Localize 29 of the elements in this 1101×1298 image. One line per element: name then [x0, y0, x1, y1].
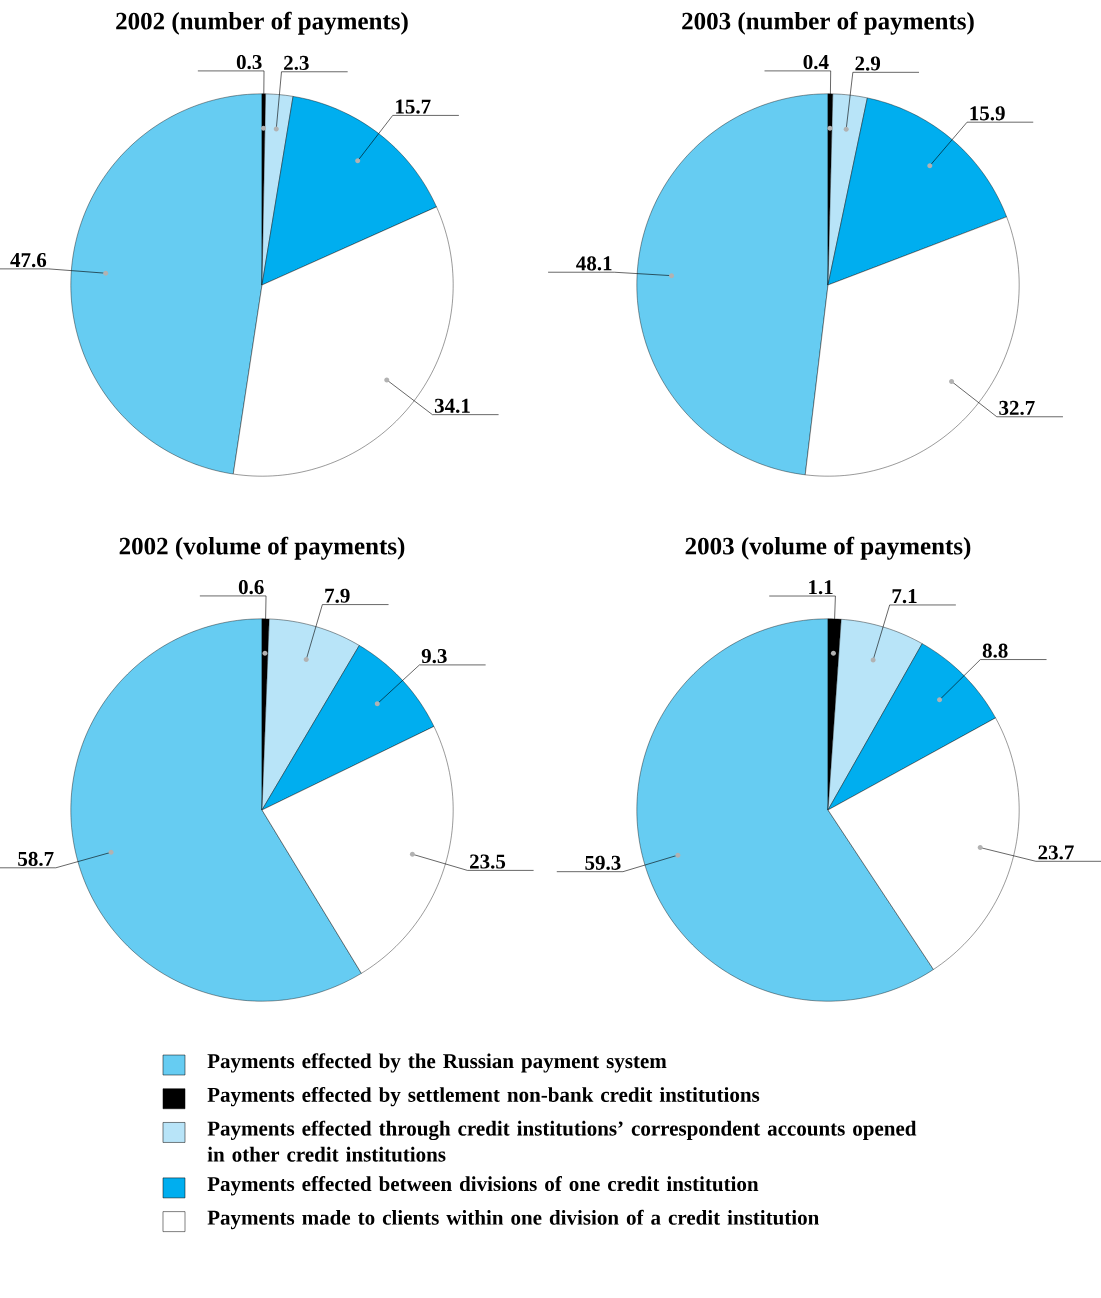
data-label: 7.9 [325, 588, 350, 603]
data-label: 48.1 [576, 256, 612, 271]
legend-label: Payments made to clients within one division of a credit institution [207, 1209, 819, 1230]
data-label: 8.8 [982, 643, 1008, 658]
data-label: 23.7 [1038, 845, 1074, 860]
data-label: 47.6 [10, 252, 47, 268]
legend-label: Payments effected by settlement non-bank credit institutions [207, 1086, 760, 1107]
data-label: 34.1 [434, 398, 470, 413]
data-label: 0.3 [236, 54, 262, 70]
data-label: 15.9 [970, 106, 1005, 121]
data-label: 1.1 [809, 580, 833, 595]
data-label: 59.3 [585, 855, 621, 870]
data-label: 2.3 [284, 55, 309, 71]
legend-label: Payments effected through credit institutions’ correspondent accounts opened in other credit institutions [207, 1120, 917, 1162]
data-label: 9.3 [421, 649, 447, 664]
data-label: 2.9 [855, 56, 881, 71]
legend-label: Payments effected between divisions of one credit institution [207, 1176, 759, 1196]
data-label: 58.7 [18, 851, 54, 867]
chart-title: 2002 (volume of payments) [119, 536, 405, 560]
data-label: 15.7 [396, 99, 431, 114]
chart-title: 2002 (number of payments) [116, 11, 408, 35]
chart-title: 2003 (number of payments) [682, 11, 974, 35]
data-label: 23.5 [470, 854, 506, 869]
chart-title: 2003 (volume of payments) [685, 536, 971, 560]
data-label: 0.6 [238, 579, 264, 595]
data-label: 0.4 [803, 54, 829, 70]
legend-label: Payments effected by the Russian payment system [207, 1053, 667, 1073]
data-label: 7.1 [892, 589, 917, 604]
data-label: 32.7 [999, 400, 1035, 416]
